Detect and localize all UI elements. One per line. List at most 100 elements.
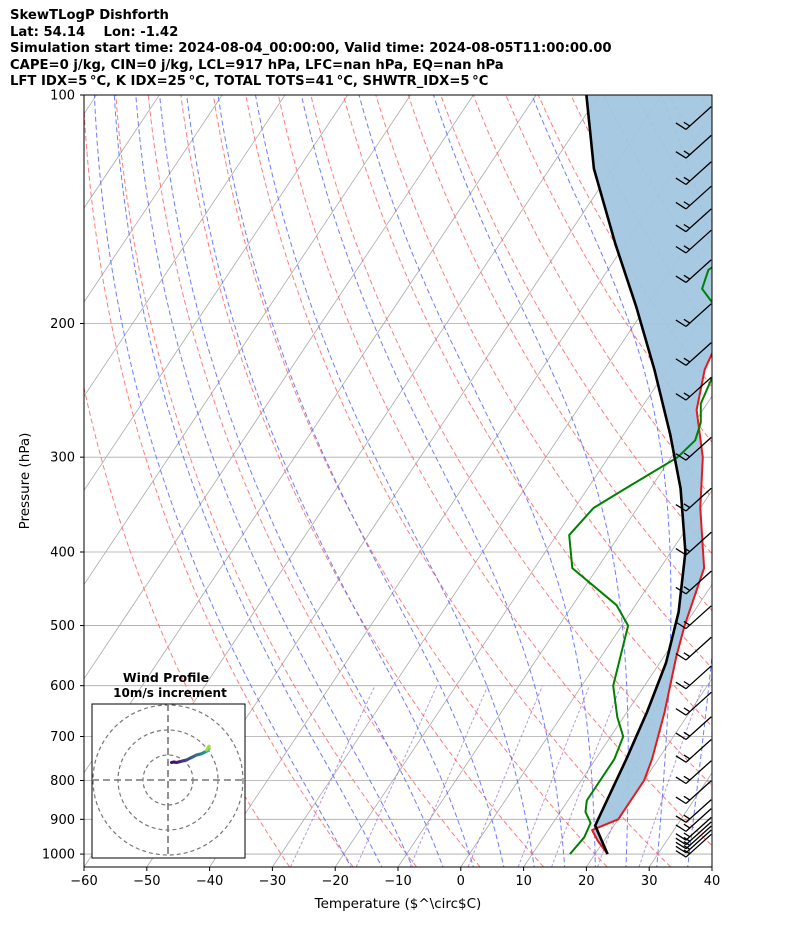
wind-barb [675, 636, 712, 661]
wind-barb-flag [675, 453, 687, 461]
wind-barb-flag [683, 707, 691, 713]
wind-barb-staff [685, 303, 712, 327]
wind-barb-staff [685, 185, 712, 210]
wind-barb [675, 808, 712, 832]
wind-barb-flag [683, 832, 691, 838]
wind-barb [675, 208, 712, 233]
y-tick-label: 300 [50, 451, 75, 466]
isotherm-line [711, 866, 712, 867]
wind-barb-flag [675, 755, 687, 763]
x-tick-label: 30 [641, 874, 658, 889]
dry-adiabat [342, 95, 712, 728]
wind-barb-flag [675, 275, 687, 284]
x-tick-label: −50 [133, 874, 160, 889]
dry-adiabat [147, 95, 481, 867]
wind-barb [675, 185, 712, 210]
wind-barb-flag [675, 837, 687, 846]
wind-barb-staff [685, 808, 712, 832]
wind-barb-staff [685, 665, 712, 690]
moist-adiabat [113, 95, 383, 867]
hodograph-subtitle: 10m/s increment [113, 686, 227, 700]
moist-adiabat [135, 95, 414, 867]
location-line: Lat: 54.14 Lon: -1.42 [10, 24, 179, 40]
wind-barb [675, 229, 712, 254]
dry-adiabat [407, 95, 712, 612]
wind-barb [675, 376, 712, 401]
hodograph-segment [205, 744, 211, 752]
mixing-ratio-line [355, 685, 438, 867]
wind-barb-flag [683, 731, 691, 737]
y-tick-label: 200 [50, 317, 75, 332]
x-tick-label: 40 [704, 874, 721, 889]
dry-adiabat [310, 95, 712, 787]
wind-barb-flag [683, 754, 691, 760]
wind-barb [675, 487, 712, 512]
x-tick-label: −60 [70, 874, 97, 889]
wind-barb [675, 799, 712, 823]
dry-adiabat [212, 95, 608, 867]
wind-barb-flag [675, 224, 687, 233]
wind-barb [675, 605, 712, 630]
y-tick-label: 800 [50, 774, 75, 789]
cape-shading [586, 95, 712, 855]
wind-barb-flag [675, 245, 687, 254]
moist-adiabat [255, 95, 535, 867]
wind-barb-flag [675, 796, 687, 805]
wind-barb [675, 716, 712, 741]
wind-barb-flag [683, 547, 691, 553]
wind-barb-flag [675, 824, 687, 832]
chart-title: SkewTLogP Dishforth [10, 8, 169, 23]
wind-barb [675, 570, 712, 595]
dry-adiabat [180, 95, 545, 867]
wind-barb-flag [683, 503, 691, 509]
mixing-ratio-line [551, 685, 622, 867]
wind-barb-flag [683, 620, 691, 626]
wind-barb-flag [683, 223, 691, 229]
wind-barb-flag [683, 795, 691, 801]
wind-barb [675, 106, 712, 130]
wind-barb-staff [685, 799, 712, 823]
mixing-ratio-line [467, 685, 543, 867]
isotherm-line [84, 95, 349, 492]
dry-adiabat [700, 95, 712, 115]
wind-barb [675, 342, 712, 366]
dry-adiabat [733, 95, 794, 867]
wind-barb-staff [685, 376, 712, 401]
wind-barb [675, 303, 712, 328]
wind-barb [675, 161, 712, 186]
axis-ticks: −60 −50 −40 −30 −20 −10 0 10 20 30 40 1000 900 800 700… [42, 89, 720, 890]
moist-adiabat [186, 95, 475, 867]
wind-barb-flag [675, 850, 687, 858]
wind-barb-staff [685, 106, 712, 130]
wind-barb-staff [685, 825, 712, 850]
wind-barb-flag [683, 318, 691, 324]
wind-barb-staff [685, 833, 712, 858]
x-tick-label: −10 [384, 874, 411, 889]
mixing-ratio-line [409, 685, 489, 867]
moist-adiabat [749, 95, 794, 870]
wind-barb-flag [675, 845, 687, 854]
dry-adiabat [375, 95, 712, 669]
wind-barb-flag [683, 392, 691, 398]
wind-barb-flag [683, 176, 691, 182]
wind-barb-staff [685, 636, 712, 661]
dry-adiabat [115, 95, 417, 867]
wind-barb-staff [685, 605, 712, 630]
isotherm-line [397, 395, 712, 867]
wind-barb-staff [685, 570, 712, 595]
moist-adiabat [358, 95, 596, 867]
wind-barb-flag [683, 652, 691, 658]
wind-barb [675, 665, 712, 690]
wind-barb-staff [685, 487, 712, 512]
wind-barb-staff [685, 229, 712, 254]
y-axis-title: Pressure (hPa) [17, 433, 33, 530]
y-tick-label: 700 [50, 730, 75, 745]
wind-barb-flag [675, 652, 687, 661]
isotherm-line [84, 95, 97, 115]
isotherm-line [84, 95, 223, 303]
wind-barb-flag [683, 823, 691, 829]
wind-barb-flag [675, 393, 687, 401]
dry-adiabat [472, 95, 712, 499]
wind-barb-flag [675, 732, 687, 741]
